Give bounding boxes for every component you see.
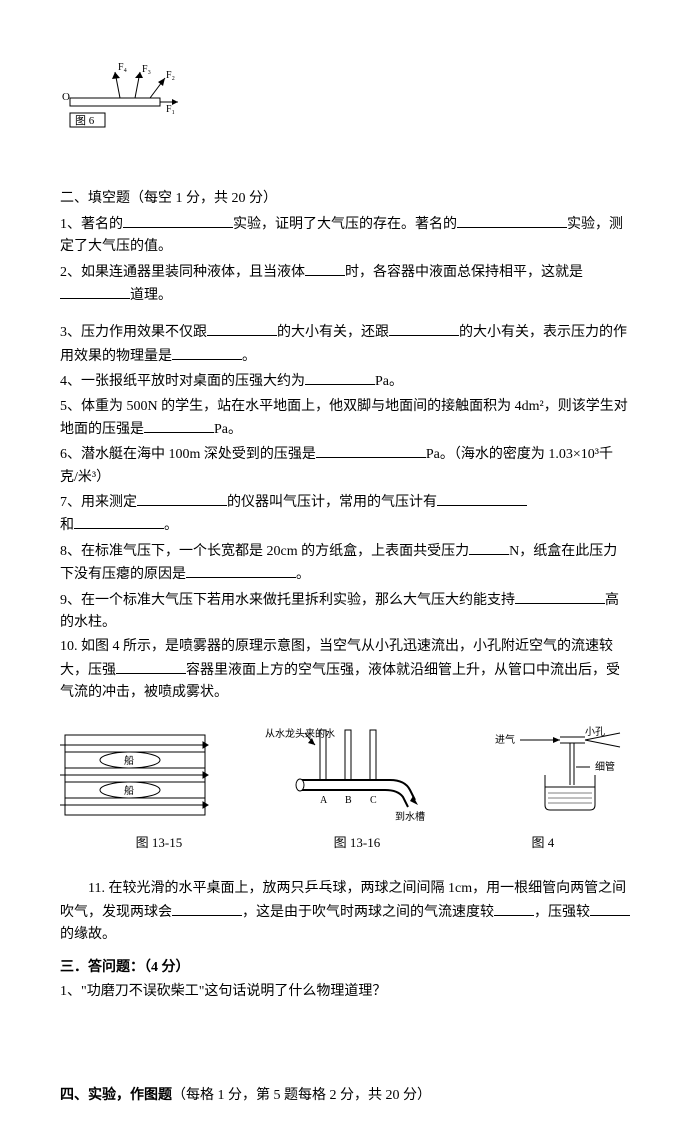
figures-row: 船 船 从水龙头来的水 A B C 到水槽 bbox=[60, 725, 630, 825]
blank[interactable] bbox=[316, 443, 426, 458]
blank[interactable] bbox=[74, 514, 164, 529]
label-F2: F₂ bbox=[166, 70, 175, 81]
label-F3: F₃ bbox=[142, 64, 151, 75]
label-F1: F₁ bbox=[166, 104, 175, 115]
blank[interactable] bbox=[172, 901, 242, 916]
blank[interactable] bbox=[172, 345, 242, 360]
figure-4: 进气 小孔 细管 bbox=[490, 725, 630, 825]
q1: 1、著名的实验，证明了大气压的存在。著名的实验，测定了大气压的值。 bbox=[60, 213, 630, 259]
figure-captions: 图 13-15 图 13-16 图 4 bbox=[60, 833, 630, 854]
figure-13-15: 船 船 bbox=[60, 730, 210, 820]
q3: 3、压力作用效果不仅跟的大小有关，还跟的大小有关，表示压力的作用效果的物理量是。 bbox=[60, 321, 630, 368]
blank[interactable] bbox=[515, 589, 605, 604]
figure-6-caption: 图 6 bbox=[75, 114, 95, 127]
q7: 7、用来测定的仪器叫气压计，常用的气压计有和。 bbox=[60, 491, 630, 538]
svg-text:细管: 细管 bbox=[595, 760, 615, 773]
q2: 2、如果连通器里装同种液体，且当液体时，各容器中液面总保持相平，这就是 道理。 bbox=[60, 261, 630, 308]
svg-text:C: C bbox=[370, 795, 377, 806]
blank[interactable] bbox=[60, 284, 130, 299]
blank[interactable] bbox=[469, 540, 509, 555]
q6: 6、潜水艇在海中 100m 深处受到的压强是Pa。（海水的密度为 1.03×10… bbox=[60, 443, 630, 489]
blank[interactable] bbox=[457, 213, 567, 228]
section-4-heading: 四、实验，作图题（每格 1 分，第 5 题每格 2 分，共 20 分） bbox=[60, 1085, 630, 1107]
blank[interactable] bbox=[116, 659, 186, 674]
svg-text:从水龙头来的水: 从水龙头来的水 bbox=[265, 727, 335, 740]
q10: 10. 如图 4 所示，是喷雾器的原理示意图，当空气从小孔迅速流出，小孔附近空气… bbox=[60, 636, 630, 704]
svg-text:A: A bbox=[320, 795, 328, 806]
svg-text:B: B bbox=[345, 795, 352, 806]
section-2-heading: 二、填空题（每空 1 分，共 20 分） bbox=[60, 188, 630, 210]
caption-4: 图 4 bbox=[532, 833, 555, 854]
blank[interactable] bbox=[389, 321, 459, 336]
svg-text:到水槽: 到水槽 bbox=[395, 810, 425, 823]
q9: 9、在一个标准大气压下若用水来做托里拆利实验，那么大气压大约能支持高的水柱。 bbox=[60, 589, 630, 635]
svg-text:船: 船 bbox=[124, 784, 134, 797]
blank[interactable] bbox=[207, 321, 277, 336]
q11: 11. 在较光滑的水平桌面上，放两只乒乓球，两球之间间隔 1cm，用一根细管向两… bbox=[60, 878, 630, 946]
caption-13-15: 图 13-15 bbox=[136, 833, 183, 854]
figure-6: O F₁ F₂ F₃ F₄ 图 6 bbox=[60, 60, 630, 138]
blank[interactable] bbox=[590, 901, 630, 916]
q5: 5、体重为 500N 的学生，站在水平地面上，他双脚与地面间的接触面积为 4dm… bbox=[60, 396, 630, 442]
svg-text:进气: 进气 bbox=[495, 733, 515, 746]
caption-13-16: 图 13-16 bbox=[334, 833, 381, 854]
blank[interactable] bbox=[186, 563, 296, 578]
q8: 8、在标准气压下，一个长宽都是 20cm 的方纸盒，上表面共受压力N，纸盒在此压… bbox=[60, 540, 630, 587]
section-3-heading: 三．答问题：（4 分） bbox=[60, 957, 630, 979]
blank[interactable] bbox=[144, 418, 214, 433]
blank[interactable] bbox=[305, 261, 345, 276]
blank[interactable] bbox=[123, 213, 233, 228]
q4: 4、一张报纸平放时对桌面的压强大约为Pa。 bbox=[60, 370, 630, 393]
svg-text:船: 船 bbox=[124, 754, 134, 767]
figure-13-16: 从水龙头来的水 A B C 到水槽 bbox=[260, 725, 440, 825]
figure-6-svg: O F₁ F₂ F₃ F₄ 图 6 bbox=[60, 60, 180, 130]
label-F4: F₄ bbox=[118, 62, 128, 73]
blank[interactable] bbox=[494, 901, 534, 916]
blank[interactable] bbox=[437, 491, 527, 506]
blank[interactable] bbox=[305, 370, 375, 385]
section-3-q1: 1、"功磨刀不误砍柴工"这句话说明了什么物理道理？ bbox=[60, 981, 630, 1003]
blank[interactable] bbox=[137, 491, 227, 506]
label-O: O bbox=[62, 91, 70, 103]
